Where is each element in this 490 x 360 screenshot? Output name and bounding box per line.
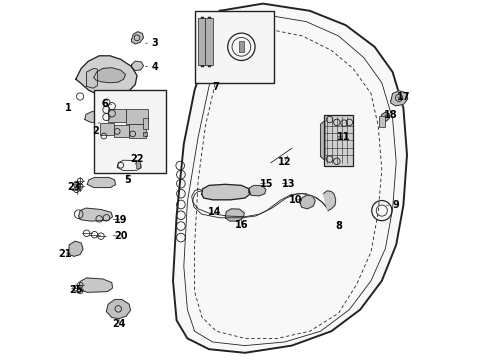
- Bar: [108, 109, 126, 122]
- Text: 4: 4: [146, 62, 158, 72]
- Bar: [126, 109, 148, 124]
- Polygon shape: [79, 208, 113, 221]
- Text: 2: 2: [92, 122, 99, 136]
- Text: 1: 1: [65, 99, 74, 113]
- Polygon shape: [391, 91, 408, 106]
- Text: 14: 14: [208, 206, 221, 217]
- Text: 22: 22: [130, 154, 144, 164]
- Polygon shape: [79, 278, 113, 292]
- Text: 3: 3: [146, 38, 158, 48]
- Bar: [144, 118, 148, 129]
- Text: 25: 25: [69, 285, 83, 295]
- Text: 19: 19: [113, 215, 127, 225]
- Text: 17: 17: [396, 92, 410, 102]
- Text: 23: 23: [67, 182, 82, 192]
- Text: 10: 10: [289, 195, 302, 205]
- Bar: [100, 123, 114, 135]
- Polygon shape: [225, 209, 245, 221]
- Polygon shape: [117, 160, 141, 171]
- Bar: [144, 132, 147, 136]
- Polygon shape: [323, 191, 336, 211]
- Polygon shape: [87, 68, 98, 88]
- Polygon shape: [76, 56, 137, 96]
- Text: 12: 12: [278, 156, 292, 167]
- Text: 21: 21: [58, 249, 72, 259]
- Bar: [324, 115, 353, 166]
- Text: 16: 16: [235, 219, 248, 230]
- Polygon shape: [94, 68, 125, 83]
- Polygon shape: [132, 61, 144, 71]
- Text: 11: 11: [337, 132, 351, 142]
- Bar: [205, 18, 213, 65]
- Polygon shape: [381, 112, 390, 121]
- Text: 24: 24: [112, 318, 126, 329]
- Bar: [239, 41, 245, 52]
- Bar: [198, 18, 205, 65]
- Polygon shape: [320, 121, 325, 160]
- Bar: [195, 11, 274, 83]
- Polygon shape: [202, 184, 250, 200]
- Bar: [114, 125, 129, 137]
- Bar: [379, 116, 386, 127]
- Bar: [94, 90, 166, 173]
- Text: 9: 9: [387, 200, 399, 210]
- Polygon shape: [69, 241, 83, 256]
- Text: 6: 6: [101, 99, 112, 109]
- Bar: [129, 124, 147, 138]
- Text: 20: 20: [113, 231, 127, 241]
- Polygon shape: [85, 112, 107, 122]
- Polygon shape: [173, 4, 407, 353]
- Text: 8: 8: [335, 221, 342, 231]
- Bar: [136, 160, 140, 168]
- Text: 7: 7: [213, 82, 220, 92]
- Text: 13: 13: [281, 179, 295, 189]
- Polygon shape: [87, 177, 116, 188]
- Text: 5: 5: [124, 174, 131, 185]
- Polygon shape: [248, 185, 266, 196]
- Polygon shape: [132, 32, 144, 44]
- Text: 18: 18: [384, 110, 397, 120]
- Polygon shape: [300, 195, 315, 209]
- Polygon shape: [106, 300, 130, 319]
- Text: 15: 15: [260, 179, 273, 189]
